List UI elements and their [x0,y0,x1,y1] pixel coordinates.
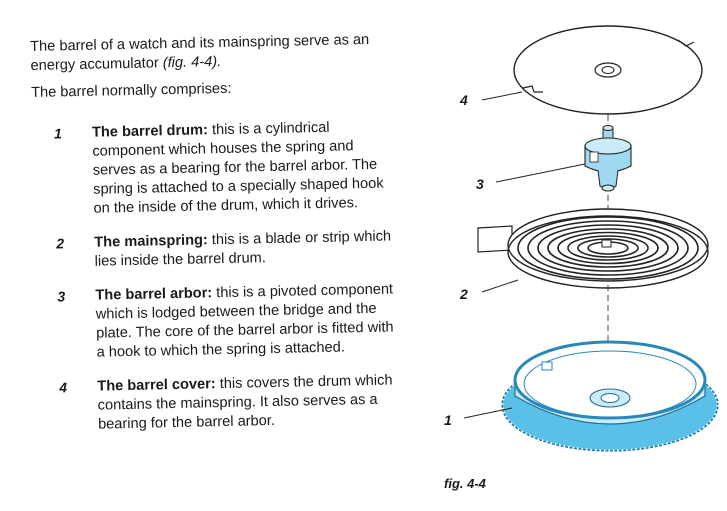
leader-line-3 [495,163,586,183]
figure-reference: (fig. 4-4). [162,54,222,72]
barrel-arbor-part [584,125,632,192]
item-term: The mainspring: [94,232,208,251]
item-number: 2 [56,235,65,252]
item-number: 1 [53,125,62,142]
intro-paragraph: The barrel of a watch and its mainspring… [30,30,391,76]
component-list: 1 The barrel drum: this is a cylindrical… [32,117,398,435]
item-number: 3 [57,288,66,305]
figure-label-2: 2 [460,286,468,302]
list-item: 4 The barrel cover: this covers the drum… [37,371,398,436]
barrel-cover-part [513,25,703,115]
list-item: 1 The barrel drum: this is a cylindrical… [32,117,394,220]
text-column: The barrel of a watch and its mainspring… [30,30,399,450]
item-term: The barrel drum: [91,122,209,141]
list-item: 2 The mainspring: this is a blade or str… [34,227,395,273]
figure-label-1: 1 [444,412,452,428]
leader-line-2 [481,279,519,293]
figure-label-4: 4 [460,92,468,108]
comprises-line: The barrel normally comprises: [30,80,232,101]
list-item: 3 The barrel arbor: this is a pivoted co… [35,280,397,364]
barrel-drum-part [500,340,720,453]
barrel-exploded-figure: 4 3 2 1 [420,0,727,511]
item-term: The barrel cover: [97,376,216,395]
figure-label-3: 3 [476,176,484,192]
item-term: The barrel arbor: [95,285,213,304]
figure-caption: fig. 4-4 [444,476,486,491]
barrel-illustration [463,25,720,453]
mainspring-part [477,208,709,289]
item-number: 4 [59,379,68,396]
leader-line-4 [481,91,523,101]
leader-line-1 [463,407,513,419]
